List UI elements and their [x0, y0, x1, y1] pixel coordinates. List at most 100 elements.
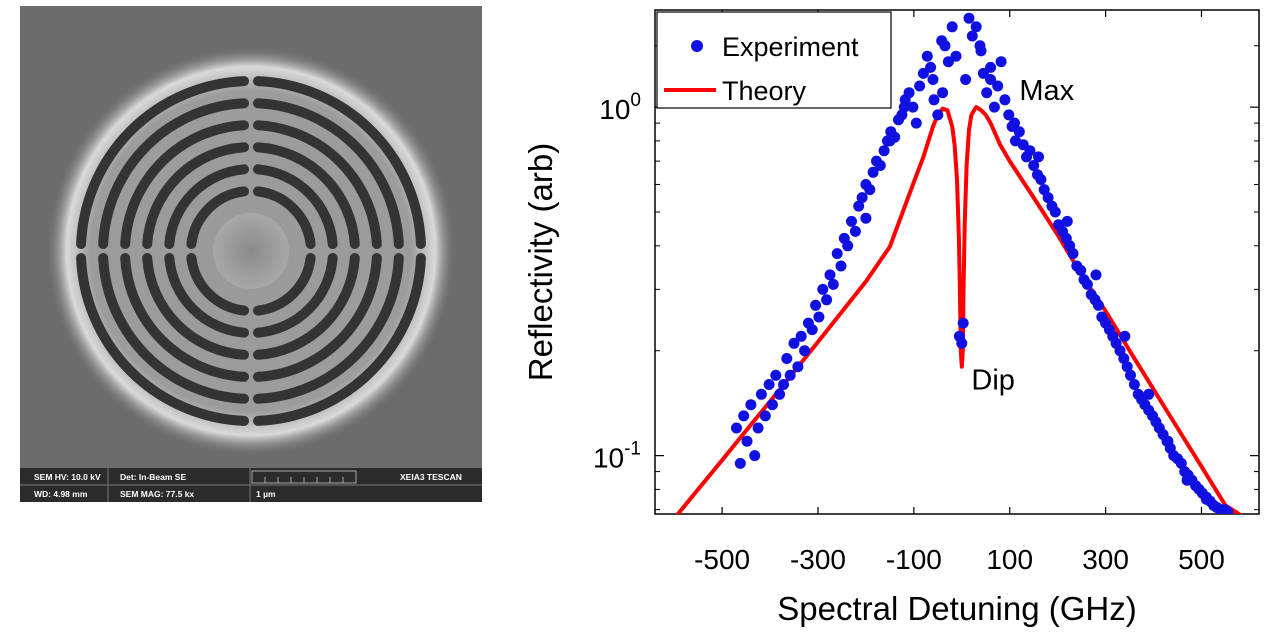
- sem-ring-arc: [164, 253, 249, 338]
- experiment-point: [864, 184, 876, 196]
- experiment-point: [766, 399, 778, 411]
- experiment-point: [788, 337, 800, 349]
- experiment-point: [759, 410, 771, 422]
- sem-ring-arc: [253, 164, 338, 249]
- experiment-point: [932, 109, 944, 121]
- experiment-point: [1128, 379, 1140, 390]
- experiment-point: [763, 379, 775, 390]
- experiment-series: [731, 12, 1234, 514]
- experiment-point: [827, 278, 839, 290]
- x-tick-label: -100: [886, 544, 942, 575]
- annotation-dip: Dip: [971, 364, 1015, 396]
- experiment-point: [1009, 117, 1020, 129]
- sem-ring-arc: [253, 253, 360, 360]
- sem-ring-arc: [253, 120, 382, 249]
- experiment-point: [1121, 361, 1133, 373]
- experiment-point: [985, 74, 997, 85]
- experiment-point: [985, 61, 997, 73]
- experiment-point: [784, 369, 796, 381]
- experiment-point: [741, 435, 753, 447]
- experiment-point: [734, 457, 746, 469]
- sem-ring-arc: [120, 120, 249, 249]
- experiment-point: [860, 212, 872, 224]
- experiment-point: [749, 450, 761, 462]
- sem-ring-arc: [253, 142, 360, 249]
- experiment-point: [817, 283, 829, 295]
- y-tick-label: 100: [599, 90, 641, 125]
- sem-ring-arc: [253, 253, 404, 404]
- experiment-point: [835, 260, 847, 272]
- experiment-point: [755, 388, 767, 400]
- experiment-point: [960, 74, 972, 85]
- legend-theory-label: Theory: [722, 76, 807, 106]
- experiment-point: [738, 410, 750, 422]
- sem-ring-arc: [186, 253, 249, 316]
- sem-ring-arc: [164, 164, 249, 249]
- experiment-point: [975, 45, 987, 57]
- sem-ring-arc: [120, 253, 249, 382]
- x-tick-label: 100: [986, 544, 1033, 575]
- experiment-point: [903, 87, 915, 99]
- experiment-point: [898, 101, 910, 113]
- experiment-point: [752, 422, 764, 434]
- sem-ring-arc: [98, 253, 249, 404]
- reflectivity-chart: -500 -300 -100 100 300 500 10-1 100 Spectral D…: [522, 9, 1260, 627]
- experiment-point: [810, 299, 822, 311]
- experiment-point: [1061, 215, 1073, 227]
- experiment-point: [813, 311, 825, 323]
- experiment-point: [774, 388, 786, 400]
- sem-hv-label: SEM HV: 10.0 kV: [34, 472, 101, 482]
- experiment-point: [1125, 369, 1136, 381]
- experiment-point: [1033, 151, 1044, 163]
- experiment-point: [849, 225, 861, 237]
- experiment-point: [1024, 145, 1036, 157]
- experiment-point: [799, 345, 811, 357]
- experiment-point: [977, 67, 989, 79]
- sem-mag-label: SEM MAG: 77.5 kx: [120, 489, 194, 499]
- experiment-point: [927, 74, 939, 85]
- experiment-point: [867, 166, 879, 178]
- experiment-point: [1035, 174, 1047, 185]
- experiment-point: [856, 192, 868, 204]
- experiment-point: [1200, 493, 1212, 505]
- experiment-point: [778, 379, 789, 390]
- experiment-point: [970, 21, 982, 33]
- experiment-point: [731, 422, 742, 434]
- sem-ring-arc: [253, 253, 426, 426]
- experiment-point: [795, 330, 807, 342]
- sem-ring-arc: [253, 76, 426, 249]
- y-axis-label: Reflectivity (arb): [522, 143, 559, 381]
- sem-ring-arc: [142, 142, 249, 249]
- legend-experiment-label: Experiment: [722, 32, 859, 62]
- annotation-max: Max: [1019, 75, 1074, 107]
- experiment-point: [842, 240, 854, 252]
- experiment-point: [1049, 206, 1061, 218]
- experiment-point: [770, 369, 782, 381]
- experiment-point: [806, 324, 818, 336]
- experiment-point: [1215, 504, 1227, 514]
- experiment-point: [907, 101, 919, 113]
- experiment-point: [928, 94, 940, 106]
- experiment-point: [981, 87, 993, 99]
- x-tick-label: 300: [1082, 544, 1129, 575]
- experiment-point: [995, 56, 1007, 68]
- experiment-point: [745, 399, 757, 411]
- sem-ring-arc: [76, 76, 249, 249]
- experiment-point: [957, 317, 969, 329]
- experiment-point: [884, 135, 896, 147]
- experiment-point: [1075, 264, 1087, 276]
- experiment-point: [999, 94, 1011, 106]
- sem-ring-arc: [142, 253, 249, 360]
- experiment-point: [821, 294, 833, 306]
- x-tick-label: 500: [1178, 544, 1225, 575]
- experiment-point: [939, 40, 951, 52]
- sem-ring-arc: [253, 186, 316, 249]
- experiment-point: [1090, 269, 1102, 281]
- experiment-point: [917, 67, 929, 79]
- experiment-point: [792, 361, 804, 373]
- x-tick-label: -300: [790, 544, 846, 575]
- experiment-point: [956, 337, 968, 349]
- experiment-point: [1067, 248, 1079, 260]
- experiment-point: [963, 12, 975, 24]
- experiment-point: [1181, 474, 1193, 486]
